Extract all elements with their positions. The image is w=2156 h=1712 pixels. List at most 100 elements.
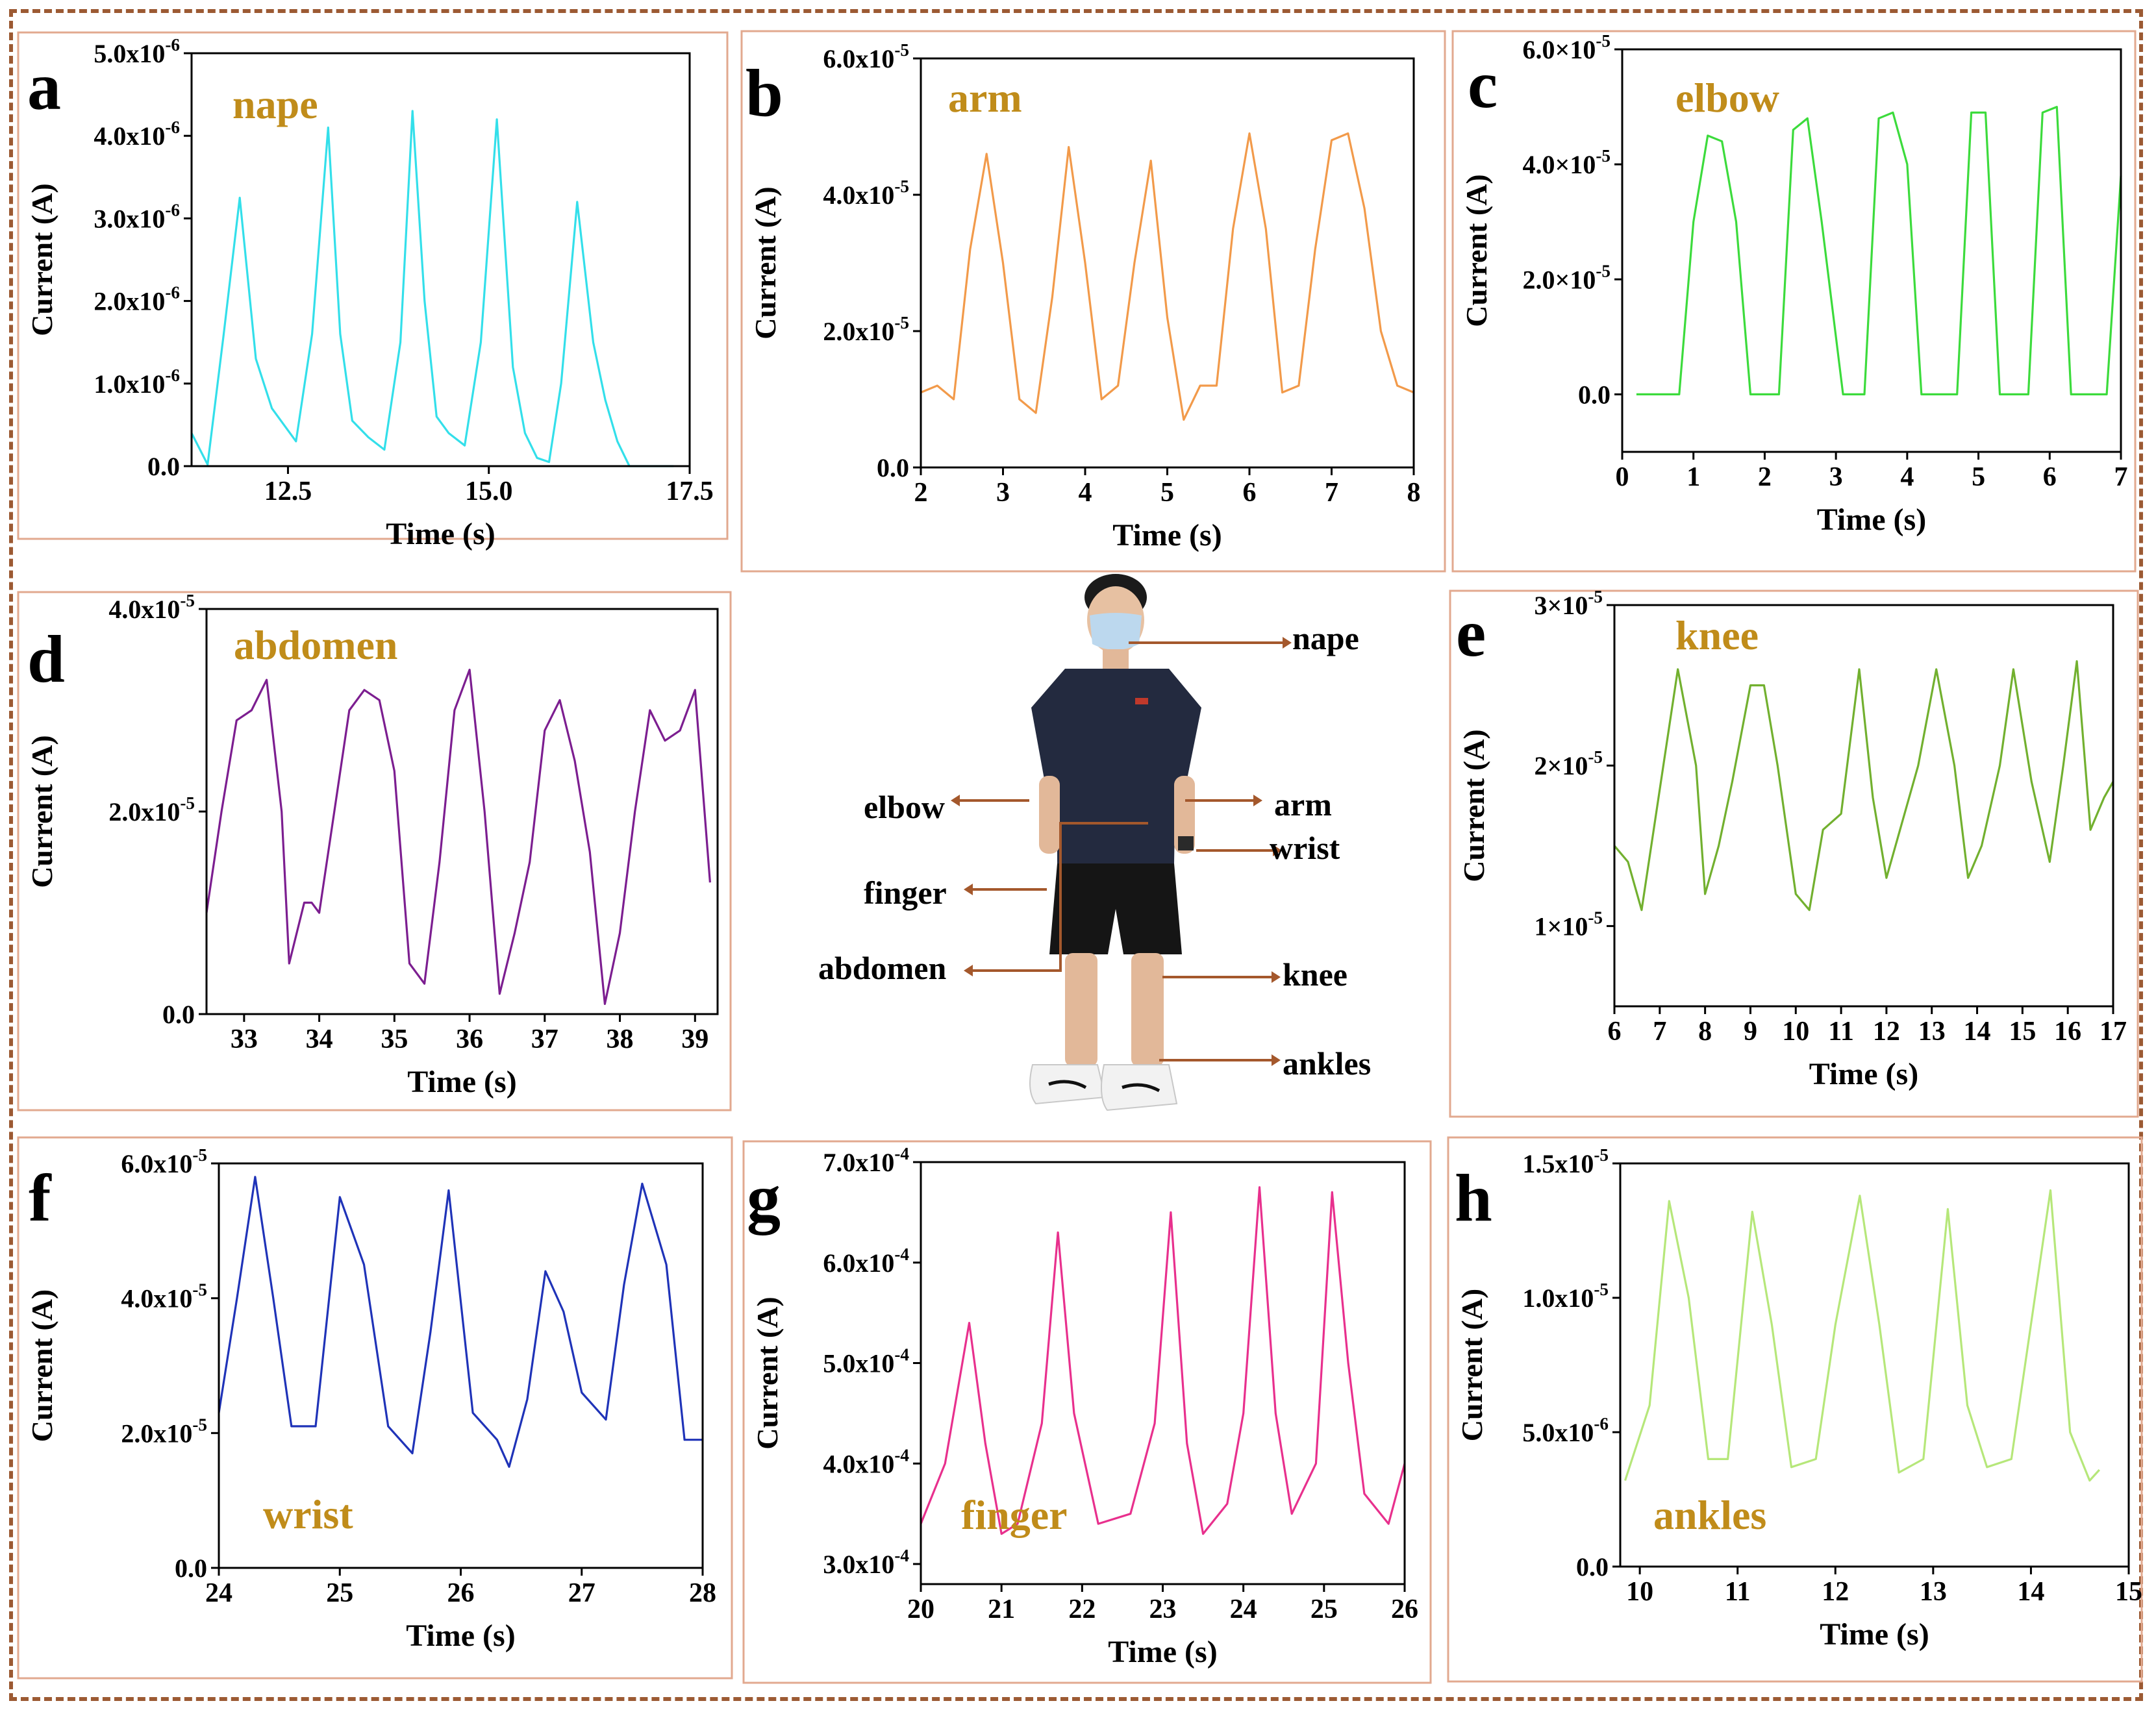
y-tick-label: 1×10-5 <box>1535 908 1603 941</box>
y-tick-label: 1.0x10-5 <box>1522 1280 1609 1313</box>
y-tick-label: 0.0 <box>175 1554 207 1583</box>
panel-letter: a <box>27 49 61 124</box>
y-tick-label: 3.0x10-6 <box>94 200 180 233</box>
y-tick-label: 3×10-5 <box>1535 587 1603 620</box>
x-tick-label: 33 <box>231 1024 258 1054</box>
y-tick-label: 0.0 <box>162 1000 195 1029</box>
x-tick-label: 6 <box>1243 478 1257 508</box>
callout-label: elbow <box>864 789 945 825</box>
plot-area <box>205 608 719 1015</box>
panel-title: arm <box>948 75 1022 121</box>
y-tick-label: 6.0×10-5 <box>1523 31 1611 64</box>
x-tick-label: 24 <box>1230 1594 1257 1624</box>
y-tick-label: 2.0x10-6 <box>94 283 180 316</box>
x-tick-label: 15.0 <box>465 477 513 506</box>
series-line <box>920 132 1414 421</box>
x-tick-label: 22 <box>1068 1594 1096 1624</box>
plot-area <box>190 52 691 467</box>
person-illustration <box>1029 574 1201 1111</box>
callout-label: knee <box>1283 956 1348 993</box>
panel-title: wrist <box>263 1491 353 1537</box>
x-tick-label: 5 <box>1160 478 1174 508</box>
panel-letter: c <box>1468 47 1498 122</box>
panel-frame <box>17 1136 733 1680</box>
callout-wrist: wrist <box>1196 830 1340 866</box>
x-tick-label: 17 <box>2100 1017 2127 1047</box>
y-tick-label: 3.0x10-4 <box>823 1546 909 1579</box>
y-tick-label: 0.0 <box>1578 380 1611 409</box>
y-tick-label: 4.0x10-5 <box>121 1280 207 1313</box>
x-tick-label: 8 <box>1407 478 1421 508</box>
arrow-head-icon <box>964 884 973 895</box>
callout-ankles: ankles <box>1159 1045 1371 1082</box>
panel-letter: b <box>746 56 783 130</box>
panel-letter: g <box>747 1161 781 1235</box>
panel-h: 10 11 12 13 14 15 0.0 5.0x10-6 1.0x10-5 1.5x10-5 T… <box>1447 1136 2143 1683</box>
y-tick-label: 5.0x10-6 <box>1522 1414 1609 1447</box>
panel-frame <box>1447 1136 2143 1683</box>
callout-label: wrist <box>1270 830 1340 866</box>
panel-title: elbow <box>1675 75 1779 121</box>
callout-label: finger <box>864 875 947 911</box>
panel-a: 12.5 15.0 17.5 0.0 1.0x10-6 2.0x10-6 3.0x10-6 4… <box>17 31 729 551</box>
x-tick-label: 2 <box>1758 462 1772 492</box>
y-tick-label: 6.0x10-5 <box>823 40 909 73</box>
x-tick-label: 8 <box>1698 1017 1712 1047</box>
x-tick-label: 7 <box>1325 478 1338 508</box>
x-axis-label: Time (s) <box>406 1619 515 1653</box>
x-tick-label: 23 <box>1149 1594 1177 1624</box>
x-tick-label: 15 <box>2009 1017 2036 1047</box>
y-tick-label: 7.0x10-4 <box>823 1144 909 1177</box>
y-axis-label: Current (A) <box>25 1289 58 1442</box>
y-tick-label: 1.5x10-5 <box>1522 1145 1609 1178</box>
y-tick-label: 4.0x10-6 <box>94 118 180 151</box>
y-tick-label: 2.0×10-5 <box>1523 261 1611 294</box>
x-axis-label: Time (s) <box>1112 518 1222 552</box>
y-tick-label: 2×10-5 <box>1535 747 1603 780</box>
x-tick-label: 5 <box>1972 462 1985 492</box>
panel-c: 0 1 2 3 4 5 6 7 0.0 2.0×10-5 4.0×10-5 6.0×10-5 Time … <box>1451 30 2137 573</box>
y-tick-label: 5.0x10-6 <box>94 35 180 68</box>
panel-d: 33 34 35 36 37 38 39 0.0 2.0x10-5 4.0x10-5 Time (s… <box>17 591 732 1111</box>
callout-label: abdomen <box>818 950 946 986</box>
y-tick-label: 0.0 <box>877 453 909 482</box>
panel-letter: e <box>1456 596 1486 671</box>
y-axis-label: Current (A) <box>25 183 58 336</box>
y-tick-label: 2.0x10-5 <box>108 793 195 826</box>
panel-letter: f <box>29 1161 52 1235</box>
x-tick-label: 11 <box>1725 1577 1751 1607</box>
callout-knee: knee <box>1162 956 1348 993</box>
callout-abdomen: abdomen <box>818 822 1148 986</box>
y-tick-label: 1.0x10-6 <box>94 366 180 399</box>
x-tick-label: 35 <box>381 1024 408 1054</box>
x-tick-label: 15 <box>2115 1577 2142 1607</box>
arrow-head-icon <box>1253 795 1262 806</box>
x-tick-label: 24 <box>205 1578 232 1608</box>
series-line <box>190 110 674 467</box>
x-tick-label: 38 <box>607 1024 634 1054</box>
x-tick-label: 37 <box>531 1024 558 1054</box>
x-tick-label: 12.5 <box>264 477 312 506</box>
arrow-head-icon <box>1272 971 1281 983</box>
callout-nape: nape <box>1129 620 1359 656</box>
plot-area <box>1613 604 2114 1008</box>
y-tick-label: 6.0x10-4 <box>823 1245 909 1278</box>
panel-title: nape <box>232 81 318 127</box>
panel-title: ankles <box>1653 1492 1766 1538</box>
arrow-head-icon <box>1272 1054 1281 1066</box>
series-line <box>205 669 711 1005</box>
panel-letter: h <box>1455 1161 1492 1235</box>
x-tick-label: 34 <box>306 1024 333 1054</box>
x-tick-label: 7 <box>2114 462 2128 492</box>
x-tick-label: 14 <box>2017 1577 2044 1607</box>
series-line <box>1623 1189 2100 1482</box>
panel-frame <box>1449 589 2139 1118</box>
panel-b: 2 3 4 5 6 7 8 0.0 2.0x10-5 4.0x10-5 6.0x10-5 Time (… <box>740 30 1446 573</box>
y-axis-label: Current (A) <box>749 186 782 339</box>
y-tick-label: 6.0x10-5 <box>121 1145 207 1178</box>
y-axis-label: Current (A) <box>1457 729 1490 882</box>
y-tick-label: 2.0x10-5 <box>823 313 909 346</box>
panel-f: 24 25 26 27 28 0.0 2.0x10-5 4.0x10-5 6.0x10-5 Tim… <box>17 1136 733 1680</box>
